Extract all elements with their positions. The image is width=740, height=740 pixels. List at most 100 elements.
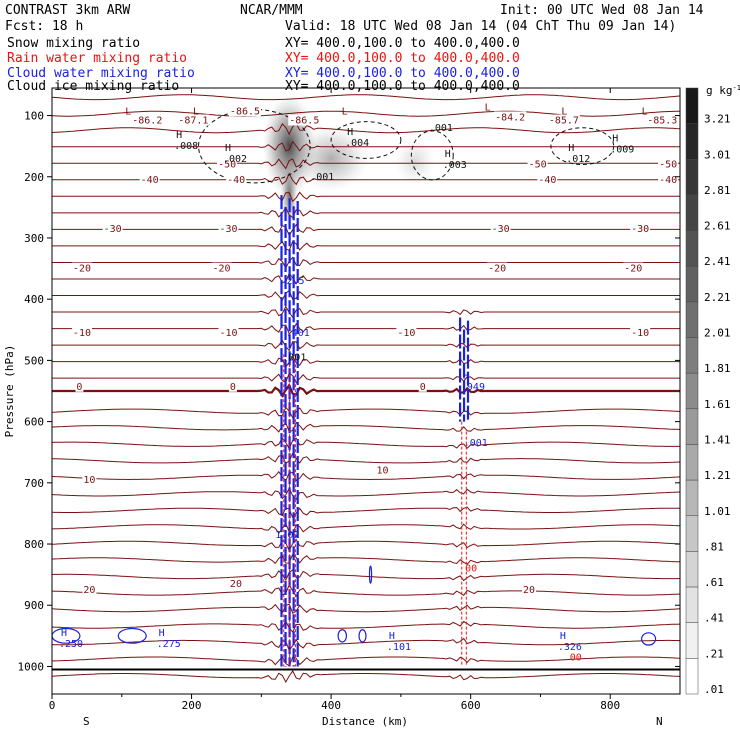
isotherm-label-bg bbox=[396, 326, 417, 338]
isotherm-label-bg bbox=[547, 114, 580, 126]
colorbar-label: .21 bbox=[704, 647, 724, 660]
y-tick-label: 100 bbox=[24, 110, 44, 123]
isotherm-line bbox=[52, 94, 680, 101]
x-left-end-label: S bbox=[83, 715, 90, 728]
isotherm-label: 0 bbox=[76, 382, 82, 393]
x-tick-label: 800 bbox=[600, 699, 620, 712]
x-right-end-label: N bbox=[656, 715, 663, 728]
isotherm-label: -87.1 bbox=[178, 116, 208, 127]
isotherm-label: -10 bbox=[631, 328, 649, 339]
isotherm-line bbox=[52, 256, 680, 269]
isotherm-label: -20 bbox=[488, 264, 506, 275]
isotherm-label: 20 bbox=[523, 585, 535, 596]
colorbar-swatch bbox=[685, 372, 699, 410]
isotherm-label-bg bbox=[527, 158, 548, 170]
colorbar-swatch bbox=[685, 551, 699, 588]
colorbar-label: 2.81 bbox=[704, 184, 731, 197]
isotherm-label: 20 bbox=[83, 585, 95, 596]
init-time: Init: 00 UTC Wed 08 Jan 14 bbox=[500, 3, 704, 18]
isotherm-line bbox=[52, 506, 680, 519]
field-xy-cloud-water: XY= 400.0,100.0 to 400.0,400.0 bbox=[285, 66, 520, 81]
colorbar-swatch bbox=[685, 265, 699, 303]
x-tick-label: 0 bbox=[49, 699, 56, 712]
isotherm-label-bg bbox=[82, 473, 97, 485]
isotherm-line bbox=[52, 603, 680, 614]
isotherm-line bbox=[52, 553, 680, 565]
isotherm-label-bg bbox=[211, 262, 232, 274]
cloud-ice-contour bbox=[410, 130, 454, 181]
low-marker: L bbox=[193, 106, 199, 117]
y-tick-label: 900 bbox=[24, 599, 44, 612]
isotherm-line bbox=[52, 305, 680, 319]
isotherm-line bbox=[52, 470, 680, 482]
snow-shading-blob bbox=[393, 136, 436, 186]
forecast-hour: Fcst: 18 h bbox=[5, 19, 84, 34]
low-marker: L bbox=[561, 106, 567, 117]
isotherm-line bbox=[52, 223, 680, 237]
isotherm-label-bg bbox=[646, 114, 679, 126]
low-marker: L bbox=[485, 103, 491, 114]
isotherm-label: -40 bbox=[227, 175, 245, 186]
colorbar-swatch bbox=[685, 586, 699, 623]
zero-isotherm-line bbox=[52, 382, 680, 398]
y-tick-label: 300 bbox=[24, 232, 44, 245]
high-value: .326 bbox=[558, 642, 582, 653]
isotherm-label-bg bbox=[487, 262, 508, 274]
isotherm-line bbox=[52, 569, 680, 582]
isotherm-line bbox=[52, 289, 680, 302]
isotherm-label-bg bbox=[630, 222, 651, 234]
isotherm-line bbox=[52, 421, 680, 433]
y-tick-label: 1000 bbox=[18, 660, 45, 673]
valid-time: Valid: 18 UTC Wed 08 Jan 14 (04 ChT Thu … bbox=[285, 19, 677, 34]
cloud-ice-contour bbox=[330, 121, 402, 159]
colorbar-swatch bbox=[685, 301, 699, 338]
high-value: .009 bbox=[610, 144, 634, 155]
field-xy-snow: XY= 400.0,100.0 to 400.0,400.0 bbox=[285, 36, 520, 51]
x-tick-label: 600 bbox=[461, 699, 481, 712]
colorbar-label: .01 bbox=[704, 683, 724, 696]
isotherm-line bbox=[52, 158, 680, 170]
model-name: CONTRAST 3km ARW bbox=[5, 3, 131, 18]
isotherm-label: -85.3 bbox=[647, 116, 677, 127]
isotherm-label-bg bbox=[139, 173, 160, 185]
field-label-snow: Snow mixing ratio bbox=[7, 36, 141, 51]
cloud-water-low-contour bbox=[117, 627, 147, 644]
y-tick-label: 200 bbox=[24, 171, 44, 184]
isotherm-label-bg bbox=[177, 114, 210, 126]
isotherm-label-bg bbox=[226, 173, 247, 185]
colorbar-swatch bbox=[685, 444, 699, 481]
colorbar-label: .61 bbox=[704, 576, 724, 589]
cloud-water-low-contour bbox=[358, 629, 367, 643]
plot-frame bbox=[51, 87, 681, 695]
high-value: .002 bbox=[223, 154, 247, 165]
isotherm-label: -86.5 bbox=[230, 106, 260, 117]
isotherm-label-bg bbox=[630, 326, 651, 338]
colorbar-swatch bbox=[685, 622, 699, 659]
isotherm-label: -20 bbox=[212, 264, 230, 275]
isotherm-line bbox=[52, 339, 680, 352]
isotherm-label: 20 bbox=[230, 579, 242, 590]
isotherm-label: -30 bbox=[104, 224, 122, 235]
high-marker: H bbox=[176, 130, 182, 141]
isotherm-label-bg bbox=[131, 114, 164, 126]
isotherm-label: -50 bbox=[659, 160, 677, 171]
high-value: .003 bbox=[443, 160, 467, 171]
isotherm-label-bg bbox=[522, 584, 536, 595]
isotherm-label: 10 bbox=[376, 466, 388, 477]
high-marker: H bbox=[463, 371, 469, 382]
isotherm-label: -40 bbox=[659, 175, 677, 186]
contour-value-label: .001 bbox=[429, 123, 453, 134]
isotherm-label-bg bbox=[228, 380, 237, 392]
high-value: .101 bbox=[387, 642, 411, 653]
isotherm-line bbox=[52, 206, 680, 219]
isotherm-line bbox=[52, 620, 680, 633]
isotherm-label: -30 bbox=[219, 224, 237, 235]
center-name: NCAR/MMM bbox=[240, 3, 303, 18]
low-marker: L bbox=[642, 106, 648, 117]
isotherm-line bbox=[52, 583, 680, 597]
isotherm-label: -86.5 bbox=[289, 116, 319, 127]
high-value: .012 bbox=[566, 154, 590, 165]
isotherm-line bbox=[52, 372, 680, 384]
colorbar-swatch bbox=[685, 515, 699, 552]
